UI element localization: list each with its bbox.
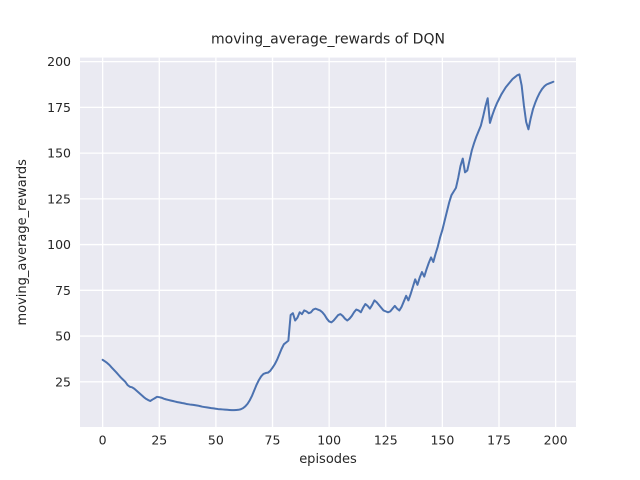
x-tick-label: 0 (99, 433, 107, 448)
plot-area (80, 57, 576, 427)
x-axis-label: episodes (299, 452, 357, 467)
y-tick-label: 75 (55, 283, 71, 298)
y-tick-label: 100 (47, 237, 71, 252)
y-tick-label: 150 (47, 146, 71, 161)
y-tick-label: 200 (47, 54, 71, 69)
x-tick-label: 25 (151, 433, 167, 448)
x-tick-label: 100 (317, 433, 341, 448)
x-tick-label: 175 (487, 433, 511, 448)
x-tick-label: 200 (544, 433, 568, 448)
x-tick-label: 150 (430, 433, 454, 448)
y-tick-label: 125 (47, 191, 71, 206)
x-tick-label: 50 (208, 433, 224, 448)
reward-line (101, 73, 555, 412)
y-tick-label: 25 (55, 374, 71, 389)
chart-title: moving_average_rewards of DQN (211, 32, 445, 48)
x-tick-label: 125 (374, 433, 398, 448)
y-tick-label: 50 (55, 329, 71, 344)
y-tick-label: 175 (47, 100, 71, 115)
y-axis-label: moving_average_rewards (15, 159, 30, 326)
x-tick-label: 75 (265, 433, 281, 448)
